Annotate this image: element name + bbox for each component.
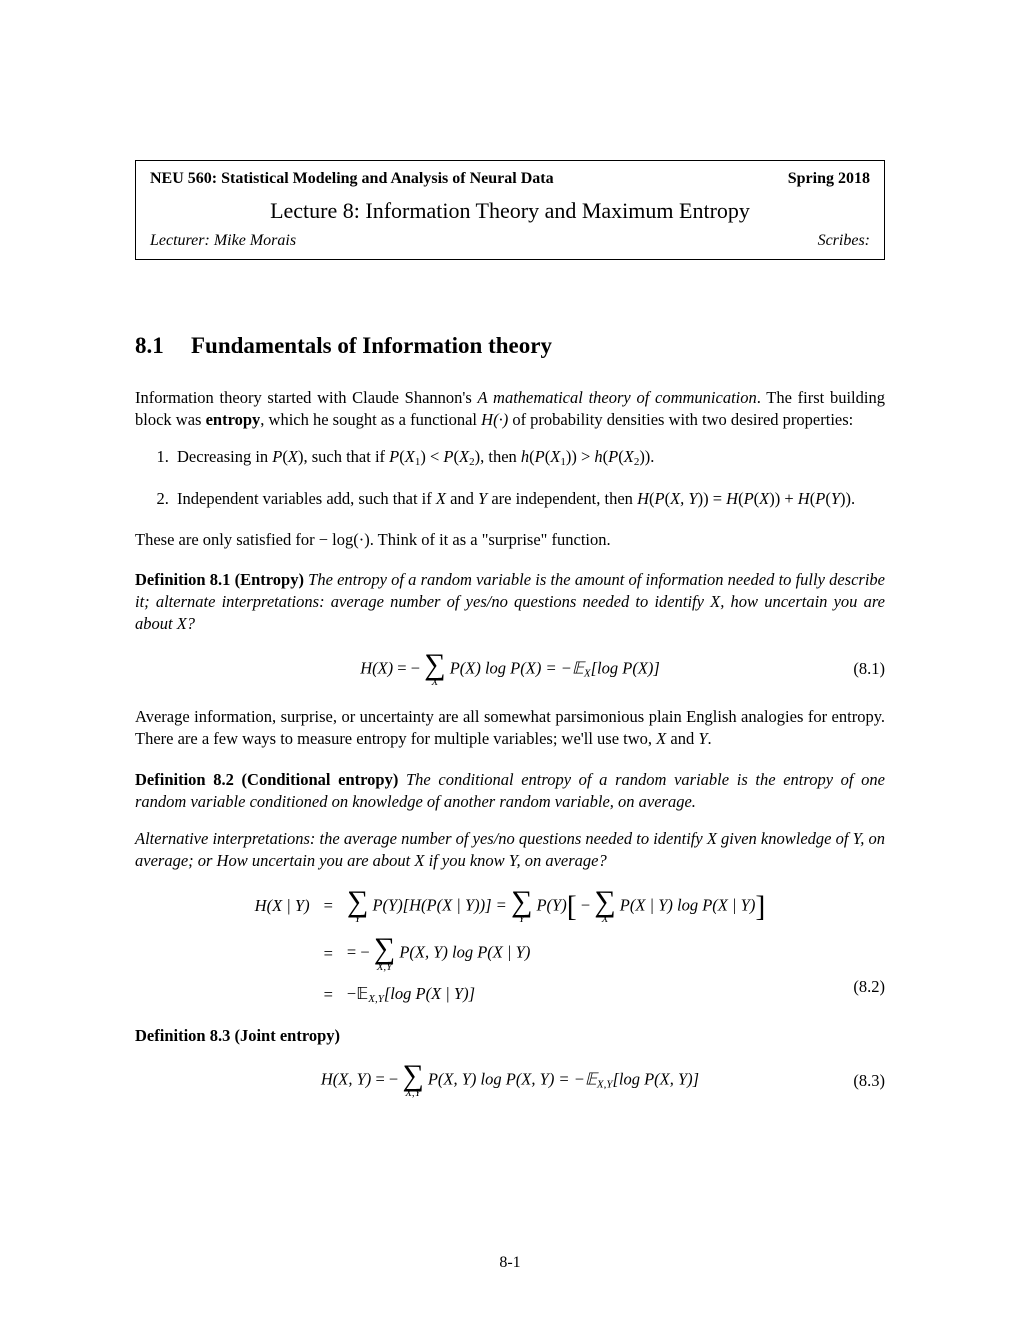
- section-title: Fundamentals of Information theory: [191, 333, 552, 358]
- scribes: Scribes:: [818, 230, 870, 252]
- eq83-number: (8.3): [853, 1069, 885, 1091]
- sum-icon: ∑ X,Y: [402, 1062, 423, 1100]
- eq82-lhs: H(X | Y): [255, 895, 310, 917]
- equation-8-2: H(X | Y) = ∑Y P(Y)[H(P(X | Y))] = ∑Y P(Y…: [135, 888, 885, 1007]
- eq81-lhs: H(X): [360, 658, 393, 677]
- equation-8-1: H(X) = − ∑ X P(X) log P(X) = −𝔼X[log P(X…: [135, 651, 885, 689]
- eq82-l1d: P(X | Y) log P(X | Y): [620, 895, 756, 914]
- intro-italic: A mathematical theory of communication: [478, 388, 757, 407]
- eq82-l3sub: X,Y: [368, 993, 384, 1005]
- sum-icon: ∑X: [594, 888, 615, 926]
- title-row-bottom: Lecturer: Mike Morais Scribes:: [150, 230, 870, 252]
- intro-bold: entropy: [206, 410, 261, 429]
- eq83-body-b: [log P(X, Y)]: [612, 1069, 699, 1088]
- eq82-rhs1: ∑Y P(Y)[H(P(X | Y))] = ∑Y P(Y)[ − ∑X P(X…: [347, 888, 765, 926]
- eq82-l3prefix: −𝔼: [347, 984, 368, 1003]
- definition-8-2: Definition 8.2 (Conditional entropy) The…: [135, 769, 885, 814]
- property-2: Independent variables add, such that if …: [173, 488, 885, 510]
- equation-8-3: H(X, Y) = − ∑ X,Y P(X, Y) log P(X, Y) = …: [135, 1062, 885, 1100]
- def-8-1-head: Definition 8.1 (Entropy): [135, 570, 304, 589]
- eq82-l2prefix: = −: [347, 943, 370, 962]
- eq82-l1c: −: [577, 895, 595, 914]
- intro-paragraph: Information theory started with Claude S…: [135, 387, 885, 432]
- intro-text-d: of probability densities with two desire…: [508, 410, 853, 429]
- document-page: NEU 560: Statistical Modeling and Analys…: [0, 0, 1020, 1320]
- term: Spring 2018: [788, 168, 870, 190]
- title-box: NEU 560: Statistical Modeling and Analys…: [135, 160, 885, 260]
- eq83-sumsub: X,Y: [402, 1088, 423, 1099]
- eq81-number: (8.1): [853, 658, 885, 680]
- avg-info-paragraph: Average information, surprise, or uncert…: [135, 706, 885, 751]
- def-8-3-head: Definition 8.3 (Joint entropy): [135, 1026, 340, 1045]
- property-1: Decreasing in P(X), such that if P(X1) <…: [173, 446, 885, 470]
- eq83-eq: = −: [375, 1069, 398, 1088]
- property-list: Decreasing in P(X), such that if P(X1) <…: [135, 446, 885, 510]
- definition-8-1: Definition 8.1 (Entropy) The entropy of …: [135, 569, 885, 636]
- eq82-l2body: P(X, Y) log P(X | Y): [399, 943, 530, 962]
- sum-icon: ∑X,Y: [374, 935, 395, 973]
- eq82-rhs3: −𝔼X,Y[log P(X | Y)]: [347, 983, 765, 1007]
- intro-math: H(·): [481, 410, 508, 429]
- lecture-title: Lecture 8: Information Theory and Maximu…: [150, 196, 870, 226]
- eq82-eq2: =: [324, 943, 333, 965]
- eq82-eq1: =: [324, 895, 333, 917]
- eq83-body-a: P(X, Y) log P(X, Y) = −𝔼: [428, 1069, 597, 1088]
- definition-8-3: Definition 8.3 (Joint entropy): [135, 1025, 885, 1047]
- alt-interpretations: Alternative interpretations: the average…: [135, 828, 885, 873]
- eq82-eq3: =: [324, 984, 333, 1006]
- course-code: NEU 560: Statistical Modeling and Analys…: [150, 168, 554, 190]
- satisfied-paragraph: These are only satisfied for − log(·). T…: [135, 529, 885, 551]
- sum-icon: ∑Y: [511, 888, 532, 926]
- page-number: 8-1: [0, 1252, 1020, 1274]
- intro-text-c: , which he sought as a functional: [260, 410, 481, 429]
- eq82-l1b: P(Y): [536, 895, 566, 914]
- eq83-esub: X,Y: [597, 1078, 613, 1090]
- eq82-number: (8.2): [853, 976, 885, 998]
- eq81-eq: = −: [397, 658, 420, 677]
- eq82-l1a: P(Y)[H(P(X | Y))] =: [372, 895, 511, 914]
- eq82-sumXY: X,Y: [374, 962, 395, 973]
- title-row-top: NEU 560: Statistical Modeling and Analys…: [150, 168, 870, 190]
- eq81-body-a: P(X) log P(X) = −𝔼: [450, 658, 584, 677]
- section-number: 8.1: [135, 330, 191, 361]
- def-8-2-head: Definition 8.2 (Conditional entropy): [135, 770, 398, 789]
- eq83-lhs: H(X, Y): [321, 1069, 371, 1088]
- eq81-esub: X: [584, 667, 591, 679]
- eq82-l3body: [log P(X | Y)]: [384, 984, 475, 1003]
- intro-text-a: Information theory started with Claude S…: [135, 388, 478, 407]
- lecturer: Lecturer: Mike Morais: [150, 230, 296, 252]
- sum-icon: ∑ X: [424, 651, 445, 689]
- section-heading: 8.1Fundamentals of Information theory: [135, 330, 885, 361]
- sum-icon: ∑Y: [347, 888, 368, 926]
- eq82-rhs2: = − ∑X,Y P(X, Y) log P(X | Y): [347, 935, 765, 973]
- eq81-body-b: [log P(X)]: [591, 658, 660, 677]
